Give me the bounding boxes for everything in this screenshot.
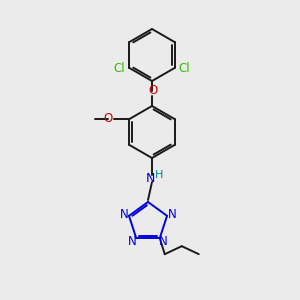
Text: Cl: Cl	[178, 62, 190, 76]
Text: N: N	[159, 235, 168, 248]
Text: Cl: Cl	[114, 62, 125, 76]
Text: O: O	[148, 83, 158, 97]
Text: N: N	[167, 208, 176, 221]
Text: N: N	[120, 208, 128, 221]
Text: N: N	[128, 235, 137, 248]
Text: H: H	[155, 170, 163, 180]
Text: O: O	[103, 112, 112, 124]
Text: N: N	[145, 172, 155, 184]
